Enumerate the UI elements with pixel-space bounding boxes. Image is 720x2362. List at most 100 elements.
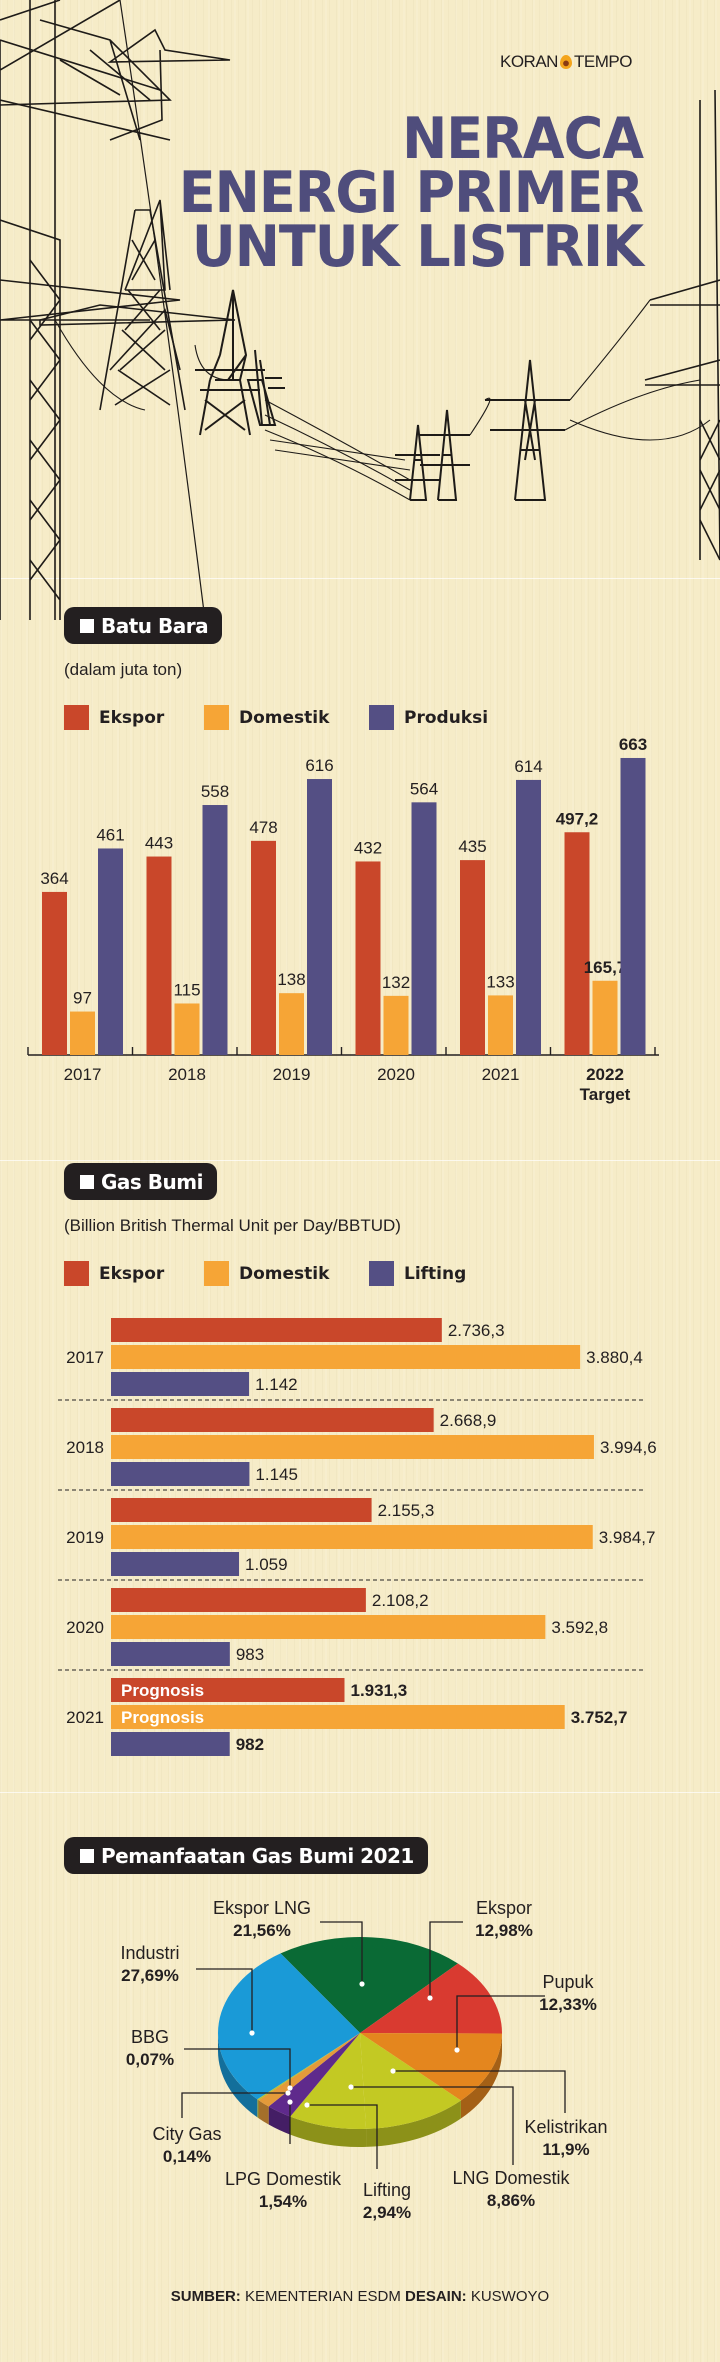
leader-dot (287, 2085, 293, 2091)
bar-produksi (516, 779, 541, 1055)
bar-value-label: 435 (458, 837, 486, 856)
prognosis-annotation: Prognosis (121, 1708, 204, 1727)
pie-label: Pupuk (542, 1972, 594, 1992)
legend-swatch (369, 1261, 394, 1286)
gas-bumi-legend: Ekspor Domestik Lifting (64, 1261, 466, 1286)
bar-domestik (488, 995, 513, 1055)
pie-label: BBG (131, 2027, 169, 2047)
bar-value-label: 614 (514, 757, 542, 776)
legend-label: Ekspor (99, 1263, 165, 1284)
x-tick-label: 2018 (168, 1065, 206, 1084)
leader-line (196, 1968, 253, 2033)
leader-dot (285, 2090, 291, 2096)
hbar-domestik (111, 1345, 581, 1369)
gas-bumi-horizontal-bar-chart: 2.736,3 3.880,4 1.142 2017 2.668,9 3.994,6 1.1… (58, 1318, 657, 1756)
bar-value-label: 97 (73, 989, 92, 1008)
bar-value-label: 165,7 (584, 958, 627, 977)
y-tick-label: 2018 (66, 1438, 104, 1457)
section-heading-text: Gas Bumi (101, 1169, 203, 1194)
pie-percent: 0,07% (126, 2050, 174, 2069)
section-heading-batu-bara: Batu Bara (64, 607, 223, 644)
bar-value-label: 115 (173, 980, 200, 999)
hbar-value-label: 983 (236, 1645, 264, 1664)
section-heading-text: Batu Bara (101, 613, 209, 638)
title-line-1: NERACA (402, 105, 644, 172)
hbar-value-label: 1.059 (245, 1555, 288, 1574)
title-line-3: UNTUK LISTRIK (191, 213, 644, 280)
legend-item-lifting: Lifting (369, 1261, 466, 1286)
bar-value-label: 663 (619, 735, 647, 754)
pie-label: Ekspor LNG (213, 1898, 311, 1918)
bar-domestik (279, 993, 304, 1055)
pie-slice-side (218, 2033, 258, 2118)
hbar-value-label: 1.931,3 (350, 1681, 407, 1700)
pie-label: Lifting (363, 2180, 411, 2200)
leader-dot (359, 1981, 365, 1987)
section-divider (0, 1160, 720, 1161)
hbar-domestik (111, 1435, 594, 1459)
pie-slice-side (290, 2116, 367, 2147)
pie-label: Kelistrikan (524, 2117, 607, 2137)
square-bullet-icon (80, 1848, 94, 1863)
pie-slice-side (366, 2100, 461, 2147)
legend-label: Domestik (239, 707, 330, 728)
hbar-value-label: 2.155,3 (378, 1501, 435, 1520)
hbar-domestik (111, 1525, 593, 1549)
hbar-ekspor (111, 1498, 372, 1522)
logo-text-koran: KORAN (500, 52, 558, 71)
legend-label: Domestik (239, 1263, 330, 1284)
bar-domestik (174, 1003, 200, 1055)
bar-value-label: 497,2 (556, 809, 599, 828)
title-line-2: ENERGI PRIMER (178, 159, 644, 226)
hbar-lifting (111, 1372, 250, 1396)
leader-line (429, 1921, 463, 1998)
pie-slice-city-gas (257, 2033, 360, 2101)
leader-line (351, 2086, 514, 2165)
bar-ekspor (460, 860, 485, 1055)
leader-dot (304, 2102, 310, 2108)
batu-bara-unit: (dalam juta ton) (64, 660, 183, 679)
koran-tempo-logo: KORAN TEMPO (500, 52, 632, 72)
bar-value-label: 558 (201, 782, 229, 801)
pie-label: Ekspor (476, 1898, 532, 1918)
bar-produksi (620, 757, 646, 1055)
pie-label: LNG Domestik (452, 2168, 570, 2188)
hbar-value-label: 982 (236, 1735, 264, 1754)
legend-swatch (204, 1261, 229, 1286)
section-heading-text: Pemanfaatan Gas Bumi 2021 (101, 1843, 414, 1868)
legend-swatch (64, 705, 89, 730)
x-tick-label: 2017 (64, 1065, 102, 1084)
source-label: SUMBER: (170, 2288, 241, 2305)
pie-percent: 1,54% (259, 2192, 307, 2211)
bar-produksi (411, 802, 437, 1055)
pemanfaatan-pie-chart: Ekspor LNG 21,56% Ekspor 12,98% Pupuk 12,33% K… (120, 1898, 607, 2222)
bar-value-label: 432 (354, 838, 382, 857)
leader-dot (287, 2099, 293, 2105)
bar-ekspor (355, 861, 381, 1055)
pie-percent: 2,94% (363, 2203, 411, 2222)
legend-swatch (204, 705, 229, 730)
bar-domestik (383, 995, 409, 1055)
gas-bumi-unit: (Billion British Thermal Unit per Day/BB… (64, 1216, 401, 1235)
logo-text-tempo: TEMPO (573, 52, 632, 71)
hbar-value-label: 3.994,6 (600, 1438, 657, 1457)
bar-domestik (592, 980, 618, 1055)
legend-swatch (64, 1261, 89, 1286)
pie-slice-lifting (268, 2033, 360, 2117)
bar-value-label: 478 (249, 818, 277, 837)
pie-slice-ekspor-lng (280, 1937, 458, 2033)
y-tick-label: 2021 (66, 1708, 104, 1727)
pie-percent: 0,14% (163, 2147, 211, 2166)
hbar-lifting (111, 1732, 230, 1756)
pie-slice-side (460, 2033, 502, 2119)
source-value: KEMENTERIAN ESDM (244, 2288, 401, 2305)
legend-item-ekspor: Ekspor (64, 705, 204, 730)
pie-slice-kelistrikan (360, 2033, 461, 2129)
bar-value-label: 364 (40, 869, 68, 888)
prognosis-annotation: Prognosis (121, 1681, 204, 1700)
tempo-flame-icon (559, 55, 572, 69)
batu-bara-bar-chart: 364 97 461 2017 443 115 558 2018 478 138 616 2019 43… (27, 735, 659, 1104)
leader-dot (427, 1995, 433, 2001)
pie-label: City Gas (152, 2124, 221, 2144)
pie-slice-lpg-domestik (258, 2033, 360, 2107)
